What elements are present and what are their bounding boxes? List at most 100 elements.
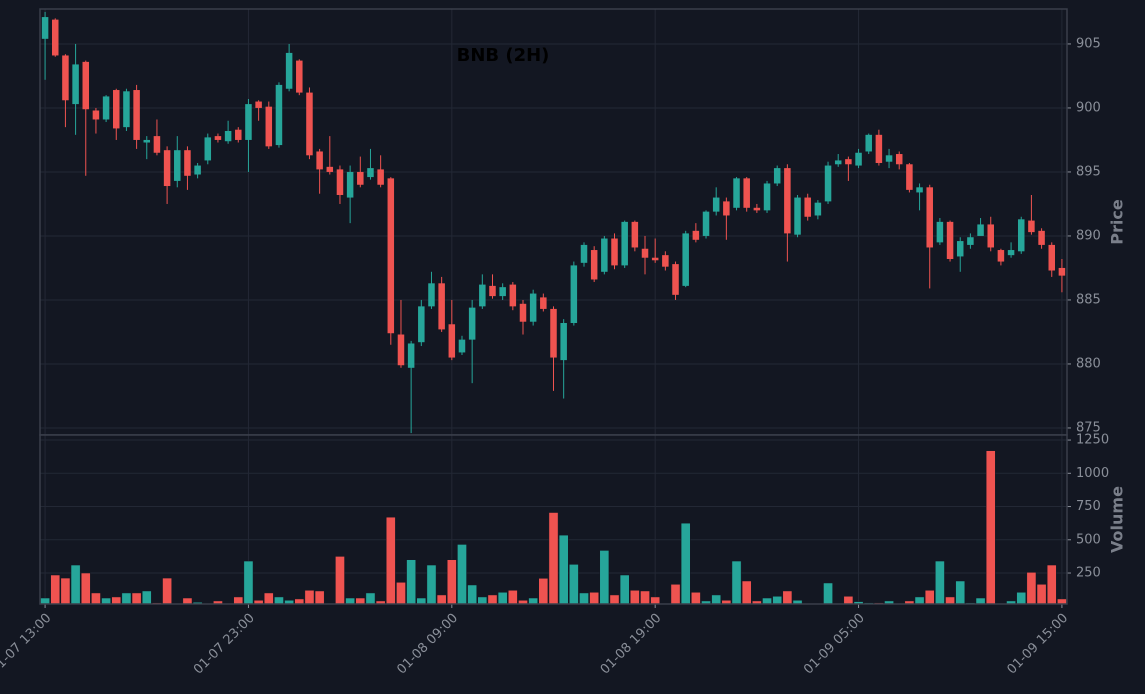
candle-body (631, 221, 639, 248)
volume-bar (131, 592, 142, 605)
candle-body (550, 308, 557, 358)
candle-body (794, 197, 801, 235)
candle-body (611, 238, 618, 266)
candle-body (560, 322, 567, 361)
candle-body (214, 136, 222, 140)
volume-bar (80, 572, 91, 605)
candle-body (763, 183, 771, 211)
y-tick-label: 875 (1076, 420, 1101, 435)
volume-bar (589, 592, 599, 605)
volume-bar (345, 597, 355, 605)
y-tick-label: 500 (1076, 532, 1101, 547)
y-tick-label: 885 (1076, 292, 1101, 307)
candle-body (977, 224, 984, 236)
volume-bar (426, 564, 437, 605)
y-axis-title: Price (1108, 199, 1127, 245)
candle-body (814, 202, 822, 216)
candle-body (601, 238, 608, 272)
y-axis-title: Volume (1108, 486, 1127, 553)
candle-body (204, 137, 212, 161)
volume-bar (569, 564, 579, 605)
candle-body (458, 339, 466, 353)
candle-body (468, 307, 476, 340)
volume-bar (182, 597, 193, 605)
y-tick-label: 1000 (1076, 466, 1109, 481)
candle-body (540, 297, 547, 309)
candle-body (1038, 230, 1045, 245)
volume-bar (40, 597, 50, 605)
volume-bar (141, 590, 152, 605)
volume-bar (619, 574, 630, 605)
candle-body (153, 136, 161, 153)
candle-body (1058, 267, 1066, 276)
candle-body (265, 106, 273, 147)
chart-title: BNB (2H) (457, 45, 550, 66)
y-tick-label: 890 (1076, 228, 1101, 243)
candle-body (865, 134, 872, 152)
volume-bar (436, 594, 447, 605)
y-tick-label: 1250 (1076, 433, 1109, 448)
volume-bar (731, 560, 742, 605)
volume-bar (50, 574, 61, 605)
candle-body (143, 139, 151, 143)
volume-bar (670, 584, 681, 605)
candle-body (357, 171, 364, 185)
volume-bar (497, 592, 508, 605)
candle-body (377, 169, 384, 185)
candle-body (41, 17, 49, 39)
candle-body (133, 90, 140, 140)
volume-bar (1016, 592, 1027, 605)
volume-bar (304, 590, 315, 605)
candle-body (997, 250, 1005, 262)
candle-body (62, 55, 69, 101)
candle-body (418, 306, 425, 343)
candle-body (672, 264, 679, 295)
candle-body (336, 169, 344, 195)
volume-bar (385, 516, 396, 605)
candle-body (712, 197, 720, 212)
volume-bar (548, 512, 559, 605)
candle-body (224, 130, 232, 142)
candle-body (499, 287, 506, 297)
volume-bar (528, 597, 538, 605)
candle-body (194, 165, 201, 175)
candle-body (1048, 244, 1056, 271)
candle-body (275, 84, 283, 146)
volume-bar (640, 590, 650, 605)
candle-body (123, 91, 130, 128)
candle-body (641, 248, 649, 258)
candle-body (387, 178, 395, 334)
volume-bar (263, 592, 274, 605)
volume-bar (711, 594, 722, 605)
volume-bar (985, 450, 996, 605)
volume-bar (1026, 572, 1037, 605)
volume-bar (935, 560, 945, 605)
candle-body (906, 164, 913, 190)
candle-body (967, 237, 974, 245)
volume-bar (975, 597, 986, 605)
volume-bar (914, 596, 925, 605)
candle-body (936, 221, 944, 243)
candle-body (590, 250, 598, 280)
candle-body (875, 134, 883, 163)
candle-body (702, 211, 710, 236)
volume-bar (924, 590, 935, 605)
candle-body (845, 159, 852, 165)
candle-body (448, 324, 456, 358)
volume-bar (477, 596, 488, 605)
candle-body (956, 241, 964, 257)
candle-body (51, 19, 59, 56)
candle-body (682, 233, 689, 286)
candle-body (1028, 220, 1035, 233)
volume-bar (396, 582, 406, 605)
volume-bar (274, 596, 284, 605)
candle-body (316, 151, 323, 170)
volume-bar (762, 597, 772, 605)
volume-bar (955, 580, 966, 605)
candle-body (72, 64, 79, 105)
candle-body (529, 293, 537, 322)
candle-body (489, 285, 496, 297)
volume-bar (772, 596, 783, 605)
